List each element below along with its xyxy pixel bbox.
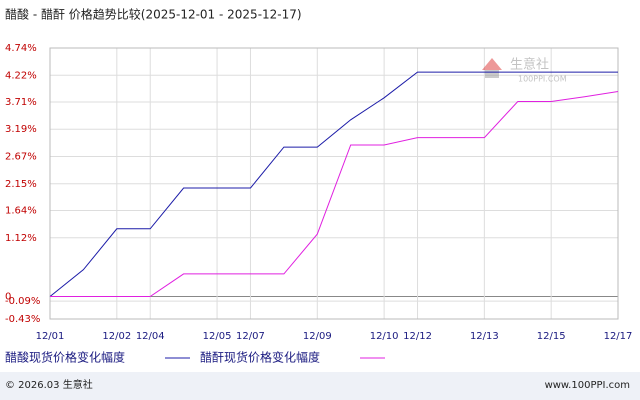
y-tick-label: 4.22%: [5, 70, 37, 81]
y-tick-label: 3.19%: [5, 124, 37, 135]
x-tick-label: 12/09: [303, 331, 332, 342]
plot-frame: [49, 47, 619, 320]
x-tick-label: 12/17: [604, 331, 633, 342]
watermark-logo: [482, 58, 502, 70]
footer-bar: [0, 372, 640, 400]
x-tick-label: 12/02: [102, 331, 131, 342]
x-tick-label: 12/04: [136, 331, 165, 342]
footer-right: www.100PPI.com: [545, 380, 630, 391]
x-tick-label: 12/15: [537, 331, 566, 342]
y-tick-label: 4.74%: [5, 43, 37, 54]
legend-label: 醋酐现货价格变化幅度: [200, 350, 320, 365]
y-tick-label: 0: [5, 291, 11, 302]
y-tick-label: -0.43%: [5, 314, 40, 325]
y-tick-label: 1.12%: [5, 233, 37, 244]
x-tick-label: 12/01: [36, 331, 65, 342]
series-line: [49, 71, 618, 297]
x-tick-label: 12/07: [236, 331, 265, 342]
x-tick-label: 12/13: [470, 331, 499, 342]
y-tick-label: 1.64%: [5, 205, 37, 216]
x-tick-label: 12/05: [203, 331, 232, 342]
watermark-logo-base: [485, 70, 499, 78]
y-tick-label: 2.67%: [5, 152, 37, 163]
x-tick-label: 12/10: [370, 331, 399, 342]
y-tick-label: 3.71%: [5, 97, 37, 108]
legend-label: 醋酸现货价格变化幅度: [5, 350, 125, 365]
watermark-url: 100PPI.COM: [518, 75, 567, 84]
series-line: [50, 91, 619, 297]
x-tick-label: 12/12: [403, 331, 432, 342]
y-tick-label: 2.15%: [5, 179, 37, 190]
y-tick-label: -0.09%: [5, 296, 40, 307]
chart-title: 醋酸 - 醋酐 价格趋势比较(2025-12-01 - 2025-12-17): [5, 7, 302, 22]
watermark-text: 生意社: [510, 57, 549, 73]
footer-left: © 2026.03 生意社: [5, 378, 93, 391]
watermark: 生意社 100PPI.COM: [482, 57, 567, 84]
